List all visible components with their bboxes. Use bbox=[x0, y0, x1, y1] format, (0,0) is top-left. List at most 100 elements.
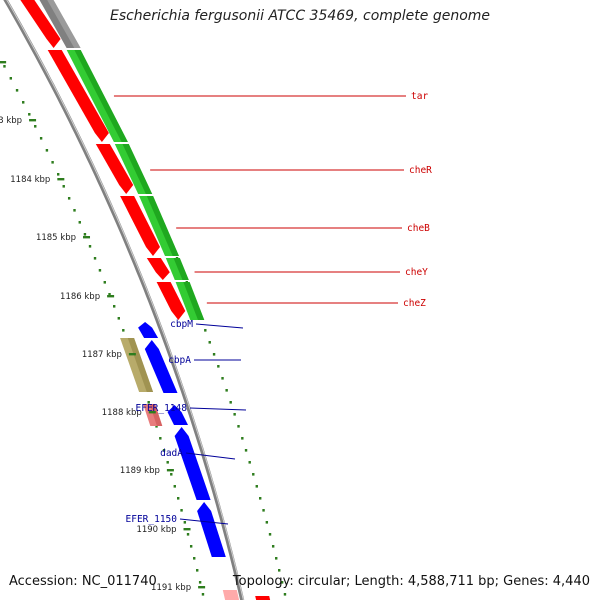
gene-label-cheR: cheR bbox=[409, 165, 432, 176]
tick-label: 1191 kbp bbox=[151, 583, 191, 593]
cds-forward-cheB bbox=[120, 196, 160, 256]
cog-stripe-green-shade bbox=[74, 50, 128, 142]
outer-ring-dot bbox=[259, 497, 262, 500]
cog-stripe-gray-shade bbox=[47, 0, 81, 48]
outer-ring-dot bbox=[204, 329, 207, 332]
inner-ring-dot bbox=[189, 545, 193, 548]
tick-mark bbox=[0, 61, 7, 64]
gene-label-cbpM: cbpM bbox=[170, 319, 193, 330]
inner-ring-dot bbox=[98, 269, 102, 272]
tick-mark bbox=[166, 469, 174, 472]
inner-ring-dot bbox=[34, 125, 37, 128]
outer-ring-dot bbox=[217, 365, 220, 368]
cds-reverse-EFER_1150 bbox=[197, 502, 226, 557]
inner-ring-dot bbox=[159, 437, 162, 440]
inner-ring-dot bbox=[180, 509, 183, 512]
cds-forward-cheR bbox=[95, 144, 134, 194]
inner-ring-dot bbox=[51, 161, 54, 164]
outer-ring-dot bbox=[280, 581, 284, 584]
cds-forward-bottom-partial bbox=[255, 596, 272, 604]
cds-forward-cheZ bbox=[156, 282, 186, 320]
cog-stripe-green-shade bbox=[183, 282, 205, 320]
inner-ring-dot bbox=[166, 461, 169, 464]
tick-mark bbox=[83, 236, 91, 239]
cog-block-olive-shade bbox=[127, 338, 154, 392]
gene-label-EFER_1150: EFER_1150 bbox=[126, 514, 178, 525]
outer-ring-dot bbox=[268, 533, 272, 536]
inner-ring-dot bbox=[196, 569, 199, 572]
outer-ring-dot bbox=[275, 557, 278, 560]
tick-label: 1184 kbp bbox=[10, 175, 50, 185]
topology-text: Topology: circular; Length: 4,588,711 bp… bbox=[233, 574, 590, 589]
outer-ring-dot bbox=[237, 425, 240, 428]
tick-mark bbox=[148, 411, 156, 414]
outer-ring-dot bbox=[212, 353, 216, 356]
inner-ring-dot bbox=[177, 497, 180, 500]
gene-label-cheY: cheY bbox=[405, 267, 428, 278]
cog-stripe-green-shade bbox=[122, 144, 153, 194]
outer-ring-dot bbox=[271, 545, 275, 548]
outer-ring-dot bbox=[252, 473, 255, 476]
inner-ring-dot bbox=[83, 233, 87, 236]
outer-ring-dot bbox=[248, 461, 251, 464]
cds-reverse-EFER_1148-adj bbox=[167, 405, 188, 425]
gene-leader-EFER_1150 bbox=[179, 518, 229, 525]
outer-ring-dot bbox=[225, 389, 228, 392]
cds-reverse-cbpM bbox=[138, 322, 159, 338]
inner-ring-dot bbox=[93, 257, 97, 260]
inner-ring-dot bbox=[67, 197, 71, 200]
outer-ring-dot bbox=[265, 521, 269, 524]
inner-ring-dot bbox=[193, 557, 196, 560]
genome-backbone bbox=[3, 0, 245, 602]
inner-ring-dot bbox=[183, 521, 187, 524]
genome-backbone-highlight bbox=[6, 0, 245, 602]
backbone-layer bbox=[3, 0, 245, 602]
outer-ring-dot bbox=[278, 569, 281, 572]
label-layer: tar cheR cheB cheY cheZ cbpM cbpA EFER_1148 dadA… bbox=[113, 91, 432, 525]
map-title: Escherichia fergusonii ATCC 35469, compl… bbox=[109, 8, 491, 24]
tick-label: 1190 kbp bbox=[136, 525, 176, 535]
inner-ring-dot bbox=[117, 317, 120, 320]
inner-ring-dot bbox=[9, 77, 13, 80]
outer-ring-dot bbox=[229, 401, 232, 404]
inner-ring-dot bbox=[62, 185, 65, 188]
inner-ring-dot bbox=[147, 401, 150, 404]
inner-ring-dot bbox=[186, 533, 190, 536]
tick-mark bbox=[183, 528, 191, 531]
inner-ring-dot bbox=[73, 209, 76, 212]
inner-ring-dot bbox=[15, 89, 19, 92]
gene-label-dadA: dadA bbox=[160, 448, 183, 459]
inner-ring-dot bbox=[22, 101, 25, 104]
cds-forward-tar bbox=[47, 50, 109, 142]
outer-ring-dot bbox=[255, 485, 258, 488]
inner-ring-dot bbox=[162, 449, 166, 452]
cog-block-pink-shade bbox=[149, 404, 163, 426]
tick-mark bbox=[29, 119, 37, 122]
inner-ring-dot bbox=[155, 425, 158, 428]
inner-ring-dot bbox=[201, 593, 205, 596]
accession-text: Accession: NC_011740 bbox=[9, 574, 157, 589]
cds-forward-top-partial bbox=[20, 0, 61, 48]
cds-reverse-dadA bbox=[174, 427, 211, 500]
gene-leader-dadA bbox=[185, 452, 236, 460]
gene-leader-cbpM bbox=[195, 323, 244, 329]
tick-label: 1187 kbp bbox=[82, 350, 122, 360]
tick-label: 1185 kbp bbox=[36, 233, 76, 243]
tick-mark bbox=[198, 586, 206, 589]
outer-ring-dot bbox=[283, 593, 287, 596]
gene-label-cheB: cheB bbox=[407, 223, 430, 234]
outer-ring-dot bbox=[208, 341, 211, 344]
inner-ring-dot bbox=[28, 113, 31, 116]
inner-ring-dot bbox=[108, 293, 111, 296]
cds-reverse-cbpA bbox=[144, 340, 178, 393]
gene-label-cheZ: cheZ bbox=[403, 298, 426, 309]
inner-ring-dot bbox=[113, 305, 116, 308]
outer-ring-dot bbox=[221, 377, 224, 380]
outer-ring-dot bbox=[262, 509, 265, 512]
inner-ring-dot bbox=[173, 485, 176, 488]
outer-ring-dot bbox=[244, 449, 248, 452]
inner-ring-dot bbox=[103, 281, 106, 284]
